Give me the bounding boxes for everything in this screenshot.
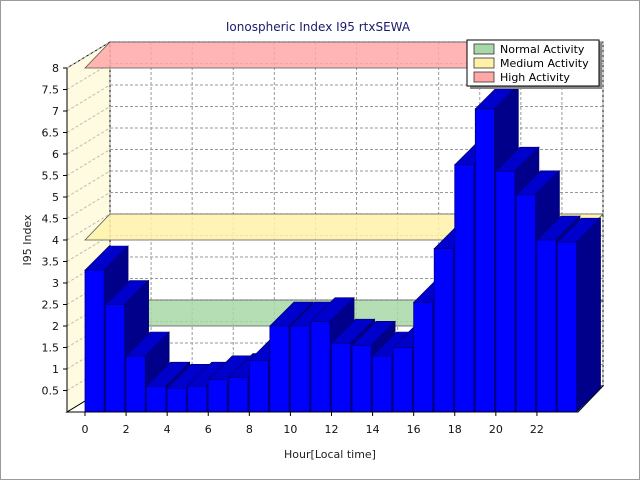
grid-line-side (66, 149, 111, 176)
bar-series (84, 84, 602, 413)
y-tick-label: 6 (52, 148, 59, 161)
bar-front (557, 241, 577, 413)
x-tick-label: 16 (407, 423, 421, 436)
bar-front (413, 301, 434, 413)
x-axis: 0 2 4 6 8 10 12 14 16 18 20 22 (67, 411, 578, 436)
bar-front (310, 321, 331, 413)
bar-front (372, 355, 393, 413)
x-tick-label: 20 (489, 423, 503, 436)
bar-front (248, 359, 269, 413)
grid-line-side (66, 106, 111, 133)
y-tick-label: 0.5 (42, 385, 60, 398)
grid-line-side (66, 41, 111, 69)
x-tick-label: 12 (325, 423, 339, 436)
x-tick-label: 22 (530, 423, 544, 436)
grid-line-side (66, 170, 111, 198)
y-tick-label: 2 (52, 320, 59, 333)
legend-entry: Medium Activity (500, 57, 589, 70)
y-tick-label: 1.5 (42, 342, 60, 355)
y-tick-label: 2.5 (42, 299, 60, 312)
legend-swatch (473, 57, 495, 69)
bar-side (576, 217, 601, 413)
bar (556, 217, 602, 413)
y-tick-label: 5.5 (42, 170, 60, 183)
bar-front (290, 325, 310, 413)
bar-front (331, 342, 352, 413)
grid-line-side (66, 192, 111, 219)
legend-entry: High Activity (500, 71, 570, 84)
x-tick-label: 2 (123, 423, 130, 436)
legend-entry: Normal Activity (500, 43, 585, 56)
x-tick-label: 10 (283, 423, 297, 436)
y-tick-label: 3 (52, 277, 59, 290)
bar-front (536, 239, 557, 413)
bar-front (351, 344, 372, 413)
bar-front (392, 347, 413, 413)
bar-front (125, 355, 146, 413)
y-axis-label: I95 Index (21, 214, 34, 266)
grid-line-side (66, 127, 111, 155)
bar-front (146, 385, 167, 413)
y-tick-label: 6.5 (42, 127, 60, 140)
grid-line-side (66, 84, 111, 112)
legend-swatch (473, 43, 495, 55)
x-tick-label: 0 (82, 423, 89, 436)
x-tick-label: 14 (366, 423, 380, 436)
y-tick-label: 8 (52, 62, 59, 75)
bar-front (515, 194, 536, 413)
bar-front (228, 377, 249, 413)
y-tick-label: 7.5 (42, 84, 60, 97)
y-tick-label: 4 (52, 234, 59, 247)
x-tick-label: 8 (246, 423, 253, 436)
bar-front (474, 108, 495, 413)
bar-front (166, 387, 187, 413)
bar-front (84, 269, 105, 413)
x-tick-label: 4 (164, 423, 171, 436)
x-tick-label: 18 (448, 423, 462, 436)
y-tick-label: 7 (52, 105, 59, 118)
y-tick-label: 3.5 (42, 256, 60, 269)
y-tick-label: 5 (52, 191, 59, 204)
bar-front (187, 385, 208, 413)
y-tick-label: 4.5 (42, 213, 60, 226)
bar-front (495, 170, 516, 413)
bar-front (207, 379, 228, 413)
bar-front (433, 248, 454, 413)
legend-swatch (473, 71, 495, 83)
bar-front (105, 304, 126, 413)
y-axis: 0.5 1 1.5 2 2.5 3 3.5 4 4.5 5 5.5 6 6.5 7 7.5 8 (42, 62, 68, 412)
x-axis-label: Hour[Local time] (284, 448, 376, 461)
x-tick-label: 6 (205, 423, 212, 436)
bar-front (269, 325, 290, 413)
y-tick-label: 1 (52, 363, 59, 376)
bar-front (454, 164, 475, 413)
chart-title: Ionospheric Index I95 rtxSEWA (226, 20, 411, 34)
grid-line-side (66, 213, 111, 241)
